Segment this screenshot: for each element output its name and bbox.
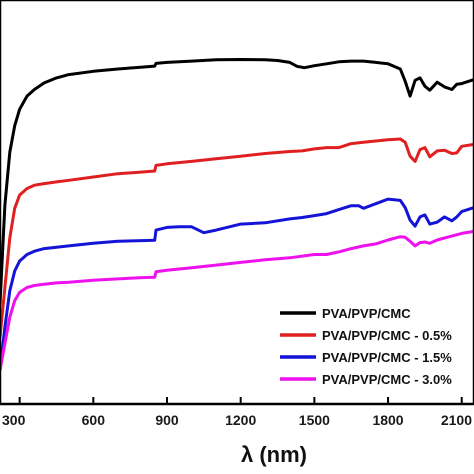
series-line-4 bbox=[0, 229, 474, 372]
x-tick-label: 900 bbox=[155, 412, 179, 428]
plot-frame bbox=[0, 0, 474, 406]
series-layer bbox=[0, 58, 474, 372]
x-tick-label: 1200 bbox=[225, 412, 256, 428]
x-tick-label: 600 bbox=[82, 412, 106, 428]
x-tick-label: 1800 bbox=[372, 412, 403, 428]
x-tick-label: 300 bbox=[2, 412, 26, 428]
x-axis-title: λ (nm) bbox=[241, 442, 307, 467]
legend-label-1: PVA/PVP/CMC bbox=[322, 306, 411, 321]
series-line-1 bbox=[0, 58, 474, 306]
x-tick-label: 2100 bbox=[441, 412, 472, 428]
legend-label-2: PVA/PVP/CMC - 0.5% bbox=[322, 328, 452, 343]
legend-label-4: PVA/PVP/CMC - 3.0% bbox=[322, 372, 452, 387]
series-line-2 bbox=[0, 137, 474, 339]
x-axis-ticks: 300 600 900 1200 1500 1800 2100 bbox=[2, 397, 472, 428]
legend: PVA/PVP/CMC PVA/PVP/CMC - 0.5% PVA/PVP/CMC… bbox=[280, 306, 452, 387]
legend-label-3: PVA/PVP/CMC - 1.5% bbox=[322, 350, 452, 365]
x-tick-label: 1500 bbox=[299, 412, 330, 428]
series-line-3 bbox=[0, 197, 474, 372]
